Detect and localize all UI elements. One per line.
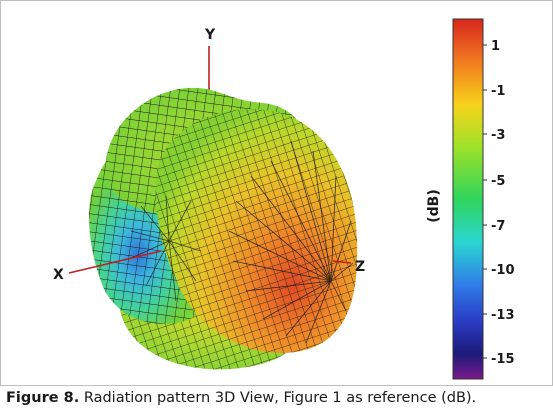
colorbar-ticks: 1 -1 -3 -5 -7 -10 -13 -15 bbox=[483, 39, 515, 367]
colorbar-tick-label: -10 bbox=[491, 263, 515, 278]
colorbar-tick-label: -7 bbox=[491, 219, 505, 234]
colorbar-tick-label: -3 bbox=[491, 128, 505, 143]
colorbar-tick-label: -13 bbox=[491, 308, 515, 323]
figure-caption: Figure 8. Radiation pattern 3D View, Fig… bbox=[6, 390, 551, 406]
colorbar-tick-label: -1 bbox=[491, 84, 505, 99]
colorbar-tick-label: -15 bbox=[491, 352, 515, 367]
colorbar: 1 -1 -3 -5 -7 -10 -13 -15 (dB) bbox=[426, 18, 515, 380]
axis-label-y: Y bbox=[204, 27, 216, 43]
x-axis-line bbox=[68, 250, 162, 274]
colorbar-gradient bbox=[452, 18, 484, 380]
colorbar-unit-label: (dB) bbox=[426, 189, 442, 223]
caption-label: Figure 8. bbox=[6, 390, 80, 406]
caption-text: Radiation pattern 3D View, Figure 1 as r… bbox=[79, 390, 477, 406]
z-axis-line bbox=[332, 260, 352, 264]
colorbar-tick-label: -5 bbox=[491, 174, 505, 189]
figure-frame: X Y Z 1 -1 -3 -5 -7 -10 -13 -15 (dB) bbox=[0, 0, 553, 386]
axis-label-z: Z bbox=[355, 259, 365, 275]
axis-label-x: X bbox=[53, 267, 64, 283]
radiation-pattern-plot: X Y Z 1 -1 -3 -5 -7 -10 -13 -15 (dB) bbox=[53, 18, 515, 380]
colorbar-tick-label: 1 bbox=[491, 39, 500, 54]
radiation-surface bbox=[89, 87, 358, 370]
